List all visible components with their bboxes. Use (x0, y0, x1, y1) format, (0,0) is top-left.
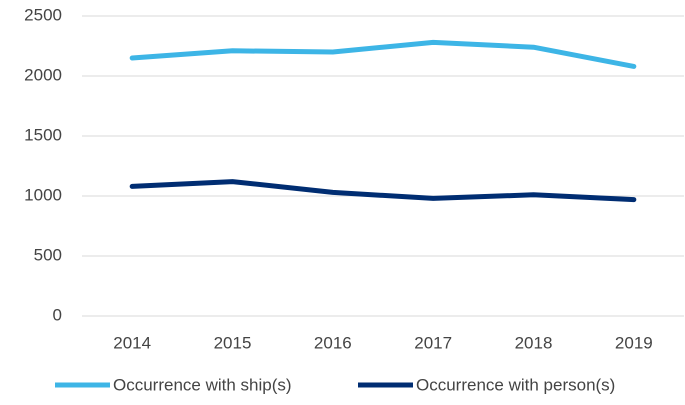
legend-label: Occurrence with person(s) (416, 375, 615, 394)
x-tick-label: 2017 (414, 333, 452, 352)
line-series (129, 39, 637, 69)
x-tick-label: 2016 (314, 333, 352, 352)
y-tick-label: 2500 (24, 5, 62, 24)
x-tick-label: 2019 (615, 333, 653, 352)
y-tick-label: 0 (53, 305, 62, 324)
y-tick-label: 500 (34, 245, 62, 264)
legend-label: Occurrence with ship(s) (113, 375, 292, 394)
x-tick-label: 2018 (515, 333, 553, 352)
y-tick-label: 2000 (24, 65, 62, 84)
y-tick-label: 1000 (24, 185, 62, 204)
line-series (129, 179, 637, 203)
x-tick-label: 2015 (214, 333, 252, 352)
y-tick-label: 1500 (24, 125, 62, 144)
x-tick-label: 2014 (113, 333, 151, 352)
